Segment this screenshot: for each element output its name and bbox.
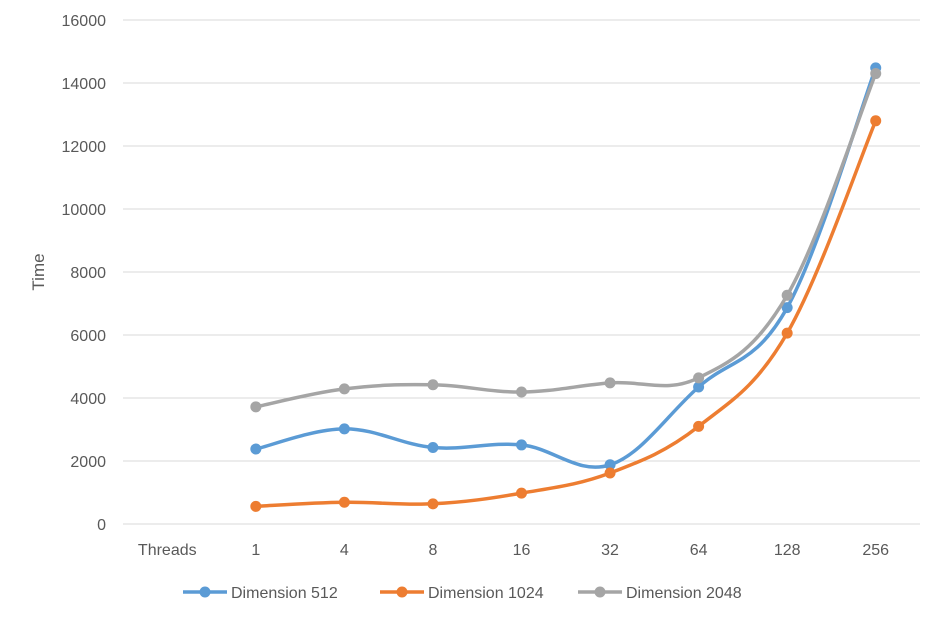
data-point xyxy=(870,68,882,80)
series-line xyxy=(254,71,878,409)
data-point xyxy=(604,377,616,389)
legend-marker xyxy=(594,586,606,598)
data-point xyxy=(781,289,793,301)
data-point xyxy=(604,467,616,479)
legend-item: Dimension 512 xyxy=(183,585,338,602)
y-axis: 0 2000 4000 6000 8000 10000 12000 14000 16000 xyxy=(62,13,107,534)
data-point xyxy=(693,372,705,384)
data-point xyxy=(604,459,616,471)
x-tick-label: 16 xyxy=(513,542,531,559)
legend-marker xyxy=(199,586,211,598)
data-point xyxy=(781,327,793,339)
x-tick-label: 4 xyxy=(340,542,349,559)
data-point xyxy=(427,379,439,391)
y-tick-label: 8000 xyxy=(70,265,106,282)
legend-label: Dimension 512 xyxy=(231,585,338,602)
data-point xyxy=(516,386,527,398)
data-point xyxy=(250,443,262,455)
x-tick-label: 128 xyxy=(774,542,801,559)
data-point xyxy=(427,498,439,510)
series-group xyxy=(250,68,882,413)
data-point xyxy=(338,496,350,508)
data-point xyxy=(250,500,262,512)
series xyxy=(250,62,882,512)
x-tick-label: 1 xyxy=(251,542,260,559)
series-group xyxy=(250,62,882,471)
x-tick-label: 8 xyxy=(428,542,437,559)
y-tick-label: 16000 xyxy=(62,13,107,30)
legend-item: Dimension 2048 xyxy=(578,585,742,602)
y-axis-title: Time xyxy=(29,253,48,290)
data-point xyxy=(516,439,527,451)
data-point xyxy=(338,383,350,395)
data-point xyxy=(516,487,527,499)
x-tick-label: 64 xyxy=(690,542,708,559)
y-tick-label: 10000 xyxy=(62,202,107,219)
legend-item: Dimension 1024 xyxy=(380,585,544,602)
data-point xyxy=(427,441,439,453)
x-tick-label: 256 xyxy=(862,542,889,559)
series-line xyxy=(254,66,878,469)
data-point xyxy=(250,401,262,413)
legend-marker xyxy=(396,586,408,598)
data-point xyxy=(781,302,793,314)
category-axis-label: Threads xyxy=(138,542,197,559)
data-point xyxy=(693,381,705,393)
data-point xyxy=(338,423,350,435)
series-group xyxy=(250,115,882,512)
y-tick-label: 4000 xyxy=(70,391,106,408)
data-point xyxy=(870,115,882,127)
data-point xyxy=(693,420,705,432)
gridlines xyxy=(123,19,920,525)
y-tick-label: 14000 xyxy=(62,76,107,93)
y-tick-label: 2000 xyxy=(70,454,106,471)
legend: Dimension 512 Dimension 1024 Dimension 204… xyxy=(183,585,742,602)
y-tick-label: 0 xyxy=(97,517,106,534)
legend-label: Dimension 1024 xyxy=(428,585,544,602)
y-tick-label: 12000 xyxy=(62,139,107,156)
x-tick-label: 32 xyxy=(601,542,619,559)
y-tick-label: 6000 xyxy=(70,328,106,345)
x-axis: Threads 1 4 8 16 32 64 128 256 xyxy=(138,542,889,559)
legend-label: Dimension 2048 xyxy=(626,585,742,602)
